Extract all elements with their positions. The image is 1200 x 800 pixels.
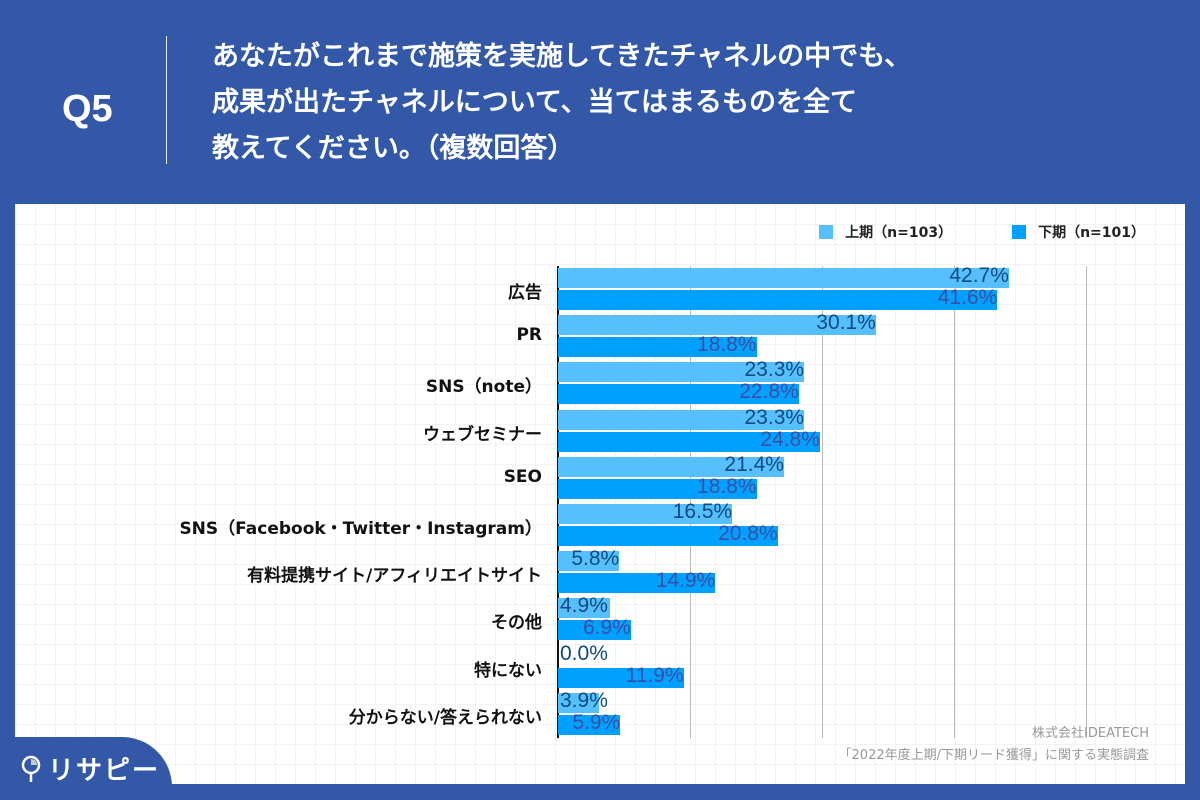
bar-series2: 14.9% — [558, 569, 716, 594]
bar-series1: 30.1% — [558, 311, 876, 336]
gridline — [690, 266, 691, 738]
bar-chart-plot: 42.7% 41.6% 30.1% 18.8% 23.3% 22.8% 23.3% 24.8%… — [557, 258, 1157, 738]
bar-group: 42.7% 41.6% — [557, 264, 1157, 316]
bar-series2: 20.8% — [558, 522, 778, 546]
legend-label: 上期（n=103） — [845, 225, 953, 241]
bar-series2: 6.9% — [558, 616, 631, 641]
question-line: あなたがこれまで施策を実施してきたチャネルの中でも、 — [212, 41, 912, 72]
bar-series2: 5.9% — [558, 711, 621, 735]
bar-series1: 42.7% — [558, 264, 1009, 288]
bar-group: 23.3% 24.8% — [557, 406, 1157, 458]
question-number: Q5 — [62, 88, 113, 130]
bar-series1: 5.8% — [558, 547, 620, 572]
bar-series2: 22.8% — [558, 380, 799, 405]
data-label: 3.9% — [560, 688, 608, 712]
brand-logo: リサピー — [20, 750, 160, 787]
bar-series2: 18.8% — [558, 475, 757, 499]
source-survey: 「2022年度上期/下期リード獲得」に関する実態調査 — [838, 748, 1149, 763]
bar-group: 0.0% 11.9% — [557, 642, 1157, 694]
logo-tab — [0, 737, 172, 800]
data-label: 24.8% — [760, 427, 820, 451]
data-label: 30.1% — [816, 311, 876, 335]
category-label: ウェブセミナー — [423, 424, 542, 445]
data-label: 18.8% — [696, 474, 757, 498]
bar-series1: 23.3% — [558, 358, 805, 383]
source-company: 株式会社IDEATECH — [1032, 726, 1149, 741]
bar-series2: 41.6% — [558, 286, 998, 310]
bar-series1: 4.9% — [558, 594, 610, 619]
category-label: SEO — [503, 466, 542, 487]
bar-group: 30.1% 18.8% — [557, 311, 1157, 363]
legend-item-series2: 下期（n=101） — [1012, 222, 1145, 242]
header-divider — [166, 36, 167, 164]
legend-swatch-series2 — [1012, 225, 1027, 239]
chart-panel: 上期（n=103） 下期（n=101） 42.7% 41.6% 30.1% 18.8%… — [15, 204, 1185, 784]
category-label: PR — [516, 325, 542, 346]
gridline — [954, 266, 955, 738]
data-label: 11.9% — [625, 663, 684, 687]
category-label: SNS（Facebook・Twitter・Instagram） — [179, 519, 542, 539]
bar-series1: 23.3% — [558, 406, 805, 430]
data-label: 20.8% — [718, 522, 778, 545]
data-label: 5.8% — [571, 547, 620, 571]
bar-group: 3.9% 5.9% — [557, 689, 1157, 741]
data-label: 23.3% — [744, 358, 805, 382]
category-label: 有料提携サイト/アフィリエイトサイト — [247, 566, 542, 587]
question-text: あなたがこれまで施策を実施してきたチャネルの中でも、 成果が出たチャネルについて… — [212, 34, 1172, 172]
data-label: 5.9% — [572, 710, 621, 734]
bar-series2: 11.9% — [558, 664, 684, 688]
y-axis-line — [557, 266, 559, 738]
data-label: 42.7% — [949, 264, 1009, 287]
category-label: SNS（note） — [425, 377, 542, 398]
category-label: 特にない — [474, 660, 542, 681]
legend-label: 下期（n=101） — [1038, 225, 1145, 241]
data-label: 41.6% — [937, 286, 998, 309]
data-label: 14.9% — [655, 569, 716, 593]
data-label: 21.4% — [724, 452, 784, 476]
bar-series2: 24.8% — [558, 428, 820, 452]
data-label: 0.0% — [560, 641, 608, 665]
gridline — [1086, 266, 1087, 738]
logo-text: リサピー — [48, 756, 161, 786]
category-label: 広告 — [508, 283, 542, 303]
bar-series1: 21.4% — [558, 453, 784, 477]
bar-series2: 18.8% — [558, 333, 757, 358]
legend-item-series1: 上期（n=103） — [819, 222, 952, 242]
bar-series1: 3.9% — [558, 689, 608, 713]
data-label: 4.9% — [560, 594, 608, 618]
category-label: その他 — [491, 613, 542, 634]
data-label: 16.5% — [672, 500, 733, 523]
question-header: Q5 あなたがこれまで施策を実施してきたチャネルの中でも、 成果が出たチャネルに… — [0, 0, 1200, 204]
question-line: 成果が出たチャネルについて、当てはまるものを全て — [212, 87, 858, 118]
chart-legend: 上期（n=103） 下期（n=101） — [819, 222, 1145, 242]
data-label: 18.8% — [696, 333, 757, 357]
legend-swatch-series1 — [819, 225, 834, 239]
bar-group: 16.5% 20.8% — [557, 500, 1157, 552]
bar-group: 23.3% 22.8% — [557, 358, 1157, 410]
bar-group: 21.4% 18.8% — [557, 453, 1157, 505]
data-label: 23.3% — [744, 405, 805, 429]
data-label: 22.8% — [739, 380, 799, 404]
question-line: 教えてください。（複数回答） — [212, 133, 575, 164]
data-label: 6.9% — [582, 616, 631, 640]
bar-series1: 16.5% — [558, 500, 733, 524]
bar-group: 5.8% 14.9% — [557, 547, 1157, 599]
bar-group: 4.9% 6.9% — [557, 594, 1157, 646]
pin-icon — [21, 755, 41, 782]
gridline — [822, 266, 823, 738]
category-label: 分からない/答えられない — [348, 707, 542, 728]
